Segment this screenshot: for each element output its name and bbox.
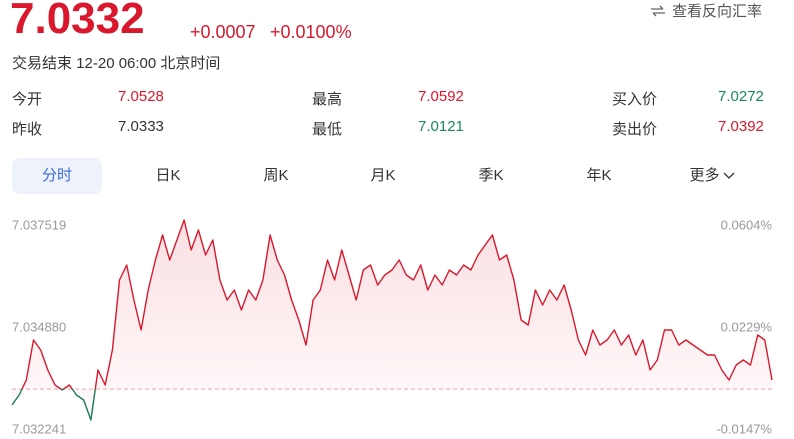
tab[interactable]: 月K (338, 158, 428, 194)
stat-value: 7.0272 (718, 88, 764, 105)
tab[interactable]: 周K (231, 158, 321, 194)
stat-value: 7.0392 (718, 118, 764, 135)
y2-tick-label: 0.0229% (721, 319, 773, 334)
tab[interactable]: 分时 (12, 158, 102, 194)
stat-label: 最低 (312, 121, 343, 138)
swap-icon (651, 5, 665, 17)
chart: 7.037519 7.034880 7.032241 0.0604% 0.0229% -0… (11, 217, 773, 436)
stat-label: 昨收 (12, 121, 43, 138)
stat-value: 7.0333 (118, 118, 164, 135)
area (12, 220, 772, 420)
stat-label: 今开 (12, 91, 43, 108)
stat-label: 最高 (312, 91, 343, 108)
tab[interactable]: 日K (123, 158, 213, 194)
tab[interactable]: 年K (554, 158, 644, 194)
tab-label: 季K (478, 167, 504, 184)
tab-label: 分时 (41, 167, 72, 184)
price-line (11, 219, 773, 421)
change-percent: +0.0100% (270, 22, 352, 42)
reverse-rate-text: 查看反向汇率 (672, 3, 763, 20)
status: 交易结束 12-20 06:00 北京时间 (12, 55, 221, 72)
chevron (723, 172, 734, 179)
stat-value: 7.0592 (418, 88, 464, 105)
tab[interactable]: 季K (446, 158, 536, 194)
y-tick-label: 7.032241 (12, 421, 66, 436)
stat-label: 卖出价 (612, 121, 658, 138)
stat-value: 7.0528 (118, 88, 164, 105)
reverse-rate-link[interactable]: 查看反向汇率 (650, 0, 762, 21)
tab-label: 周K (263, 167, 289, 184)
y-tick-label: 7.037519 (12, 217, 66, 232)
tab-label: 月K (370, 167, 396, 184)
change: +0.0007 (190, 22, 256, 42)
tab-label: 日K (155, 167, 181, 184)
y2-tick-label: -0.0147% (716, 421, 772, 436)
tab-label: 年K (586, 167, 612, 184)
price: 7.0332 (10, 0, 145, 43)
tab-label: 更多 (689, 167, 720, 184)
y-tick-label: 7.034880 (12, 319, 66, 334)
y2-tick-label: 0.0604% (721, 217, 773, 232)
stat-value: 7.0121 (418, 118, 464, 135)
tab[interactable]: 更多 (667, 158, 757, 194)
stat-label: 买入价 (612, 91, 658, 108)
